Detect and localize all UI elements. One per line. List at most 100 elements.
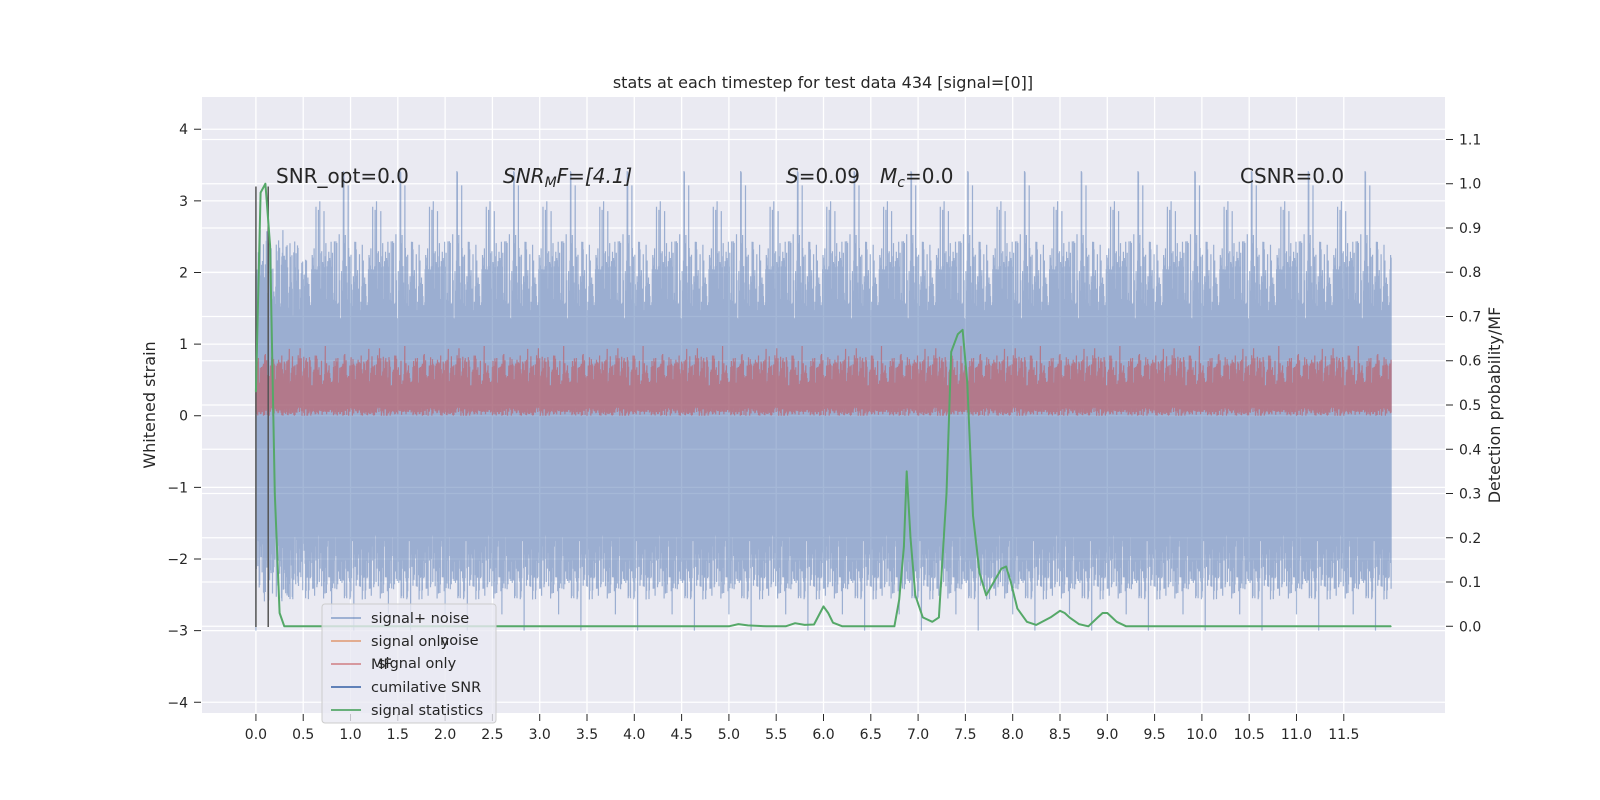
x-tick-label-10: 5.0 (718, 727, 740, 743)
signal-statistics-point (255, 391, 257, 393)
y-right-tick-label-7: 0.4 (1459, 442, 1481, 458)
legend-label-mf: MF (371, 657, 392, 673)
signal-statistics-point (827, 612, 829, 614)
x-tick-label-18: 9.0 (1096, 727, 1118, 743)
legend-ghost-label-1: noise (440, 633, 479, 649)
signal-statistics-point (922, 616, 924, 619)
x-tick-label-3: 1.5 (387, 727, 409, 743)
signal-statistics-point (938, 616, 940, 619)
y-right-tick-label-6: 0.5 (1459, 398, 1481, 414)
y-right-tick-label-5: 0.6 (1459, 354, 1481, 370)
signal-statistics-point (804, 624, 806, 626)
x-tick-label-2: 1.0 (339, 727, 361, 743)
signal-statistics-point (1343, 625, 1345, 627)
y-right-tick-label-2: 0.9 (1459, 221, 1481, 237)
signal-statistics-point (879, 625, 881, 627)
signal-statistics-point (832, 622, 834, 624)
signal-statistics-point (737, 623, 740, 625)
signal-statistics-point (794, 622, 796, 624)
signal-statistics-point (1016, 608, 1019, 610)
signal-statistics-point (1135, 625, 1137, 627)
signal-statistics-point (957, 333, 959, 335)
mf-trace (255, 345, 1392, 416)
signal-statistics-point (893, 625, 896, 627)
x-tick-label-4: 2.0 (434, 727, 456, 743)
signal-statistics-point (1111, 616, 1113, 619)
y-left-tick-label-6: −2 (167, 552, 188, 568)
legend-ghost-label-2: signal only (378, 656, 457, 672)
signal-statistics-point (985, 594, 987, 596)
gw-markers (255, 186, 269, 628)
annotation-mc-val: =0.0 (905, 164, 954, 188)
signal-statistics-point (539, 625, 541, 627)
signal-plus-noise-series (255, 171, 1392, 631)
signal-statistics-point (903, 546, 905, 548)
signal-statistics-point (1295, 625, 1298, 627)
signal-statistics-point (909, 537, 912, 539)
signal-statistics-point (1106, 612, 1108, 614)
signal-statistics-point (966, 382, 968, 384)
signal-statistics-point (1154, 625, 1156, 627)
y-left-tick-label-4: 0 (179, 409, 188, 425)
annotation-mc-sub: c (897, 175, 905, 191)
signal-statistics-point (813, 623, 815, 626)
y-axis-left-title: Whitened strain (140, 341, 159, 468)
y-axis-right-title: Detection probability/MF (1485, 307, 1504, 504)
signal-statistics-point (1049, 616, 1052, 619)
y-right-tick-label-1: 1.0 (1459, 177, 1481, 193)
y-right-tick-label-3: 0.8 (1459, 265, 1481, 281)
y-axis-right-ticks: 1.1 1.0 0.9 0.8 0.7 0.6 0.5 0.4 0.3 0.2 0.1 0.0 (1446, 132, 1481, 635)
signal-statistics-point (1102, 612, 1104, 614)
y-right-tick-label-11: 0.0 (1459, 619, 1481, 635)
signal-statistics-point (1059, 610, 1061, 612)
annotation-snr-mf-main: SNR (503, 164, 545, 188)
signal-statistics-point (1010, 581, 1012, 583)
signal-statistics-point (1000, 568, 1002, 570)
signal-statistics-point (1097, 616, 1099, 619)
y-left-tick-label-0: 4 (179, 122, 188, 138)
signal-statistics-point (1064, 612, 1066, 614)
x-tick-label-6: 3.0 (529, 727, 551, 743)
x-tick-label-15: 7.5 (954, 727, 976, 743)
y-right-tick-label-8: 0.3 (1459, 487, 1481, 503)
signal-statistics-point (1125, 625, 1127, 627)
x-tick-label-7: 3.5 (576, 727, 598, 743)
signal-statistics-point (785, 625, 787, 627)
signal-statistics-point (1248, 625, 1250, 627)
legend-label-signal-statistics: signal statistics (371, 703, 483, 719)
x-tick-label-5: 2.5 (481, 727, 503, 743)
signal-statistics-point (264, 183, 266, 185)
signal-statistics-point (993, 581, 995, 583)
signal-statistics-point (1026, 621, 1028, 623)
signal-statistics-point (979, 572, 981, 574)
annotation-snr-mf-rest: F=[4.1] (557, 164, 633, 188)
x-tick-label-11: 5.5 (765, 727, 787, 743)
annotation-s-val: =0.09 (799, 164, 860, 188)
signal-statistics-point (293, 625, 295, 627)
signal-statistics-point (931, 621, 933, 623)
y-right-tick-label-4: 0.7 (1459, 309, 1481, 325)
y-left-tick-label-7: −3 (167, 624, 188, 640)
y-right-tick-label-0: 1.1 (1459, 132, 1481, 148)
x-tick-label-1: 0.5 (292, 727, 314, 743)
signal-statistics-point (914, 594, 916, 596)
x-tick-label-8: 4.0 (623, 727, 645, 743)
signal-statistics-point (906, 470, 908, 472)
signal-statistics-point (269, 245, 271, 247)
y-axis-left-ticks: 4 3 2 1 0 −1 −2 −3 −4 (167, 122, 201, 711)
x-tick-label-21: 10.5 (1234, 727, 1265, 743)
signal-statistics-point (1390, 625, 1392, 627)
legend-label-signal-noise: signal+ noise (371, 611, 469, 627)
annotation-snr-opt: SNR_opt=0.0 (276, 164, 409, 188)
signal-statistics-point (302, 625, 304, 627)
y-right-tick-label-10: 0.1 (1459, 575, 1481, 591)
signal-statistics-point (283, 625, 285, 627)
signal-statistics-point (1068, 616, 1071, 619)
x-tick-label-12: 6.0 (812, 727, 834, 743)
signal-statistics-point (728, 625, 730, 627)
signal-statistics-point (860, 625, 862, 627)
signal-statistics-series (254, 182, 1392, 628)
signal-statistics-point (898, 599, 900, 601)
x-tick-label-16: 8.0 (1002, 727, 1024, 743)
